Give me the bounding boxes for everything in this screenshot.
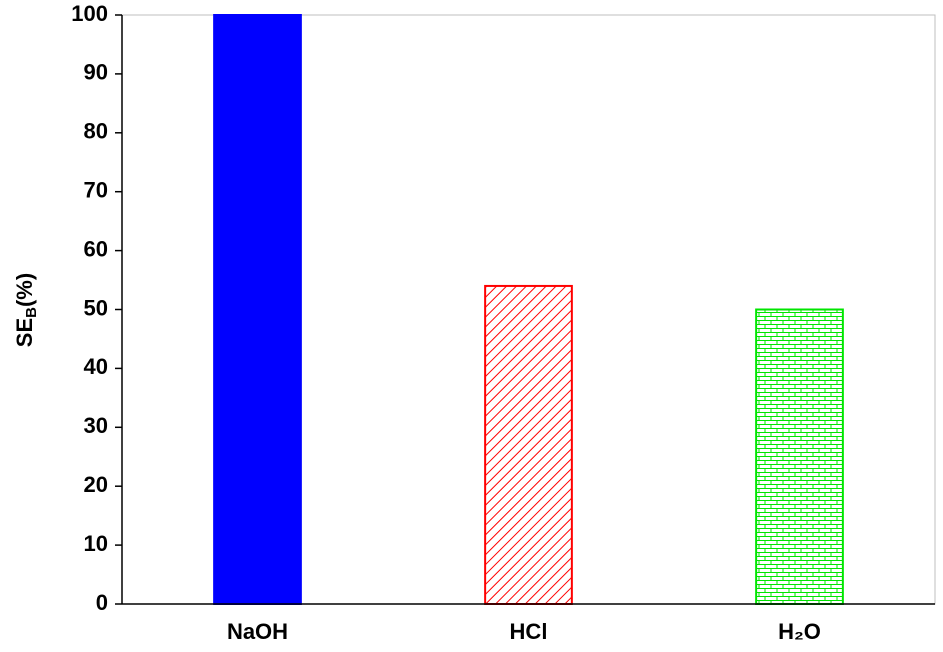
y-label-sub: B <box>23 307 40 318</box>
y-tick-label: 10 <box>84 531 108 556</box>
y-tick-label: 40 <box>84 354 108 379</box>
y-axis-label: SEB(%) <box>12 273 40 347</box>
bar <box>213 14 302 605</box>
y-tick-label: 50 <box>84 295 108 320</box>
y-tick-label: 60 <box>84 236 108 261</box>
x-tick-label: NaOH <box>227 619 288 644</box>
x-tick-label: H₂O <box>778 619 821 644</box>
x-tick-label: HCl <box>510 619 548 644</box>
y-tick-label: 100 <box>71 1 108 26</box>
y-tick-label: 70 <box>84 178 108 203</box>
y-label-rest: (%) <box>12 273 37 307</box>
bar <box>484 284 573 605</box>
y-tick-label: 30 <box>84 413 108 438</box>
y-tick-label: 80 <box>84 119 108 144</box>
y-tick-label: 0 <box>96 590 108 615</box>
y-tick-label: 20 <box>84 472 108 497</box>
bar <box>755 308 844 605</box>
y-label-main: SE <box>12 318 37 347</box>
y-tick-label: 90 <box>84 60 108 85</box>
